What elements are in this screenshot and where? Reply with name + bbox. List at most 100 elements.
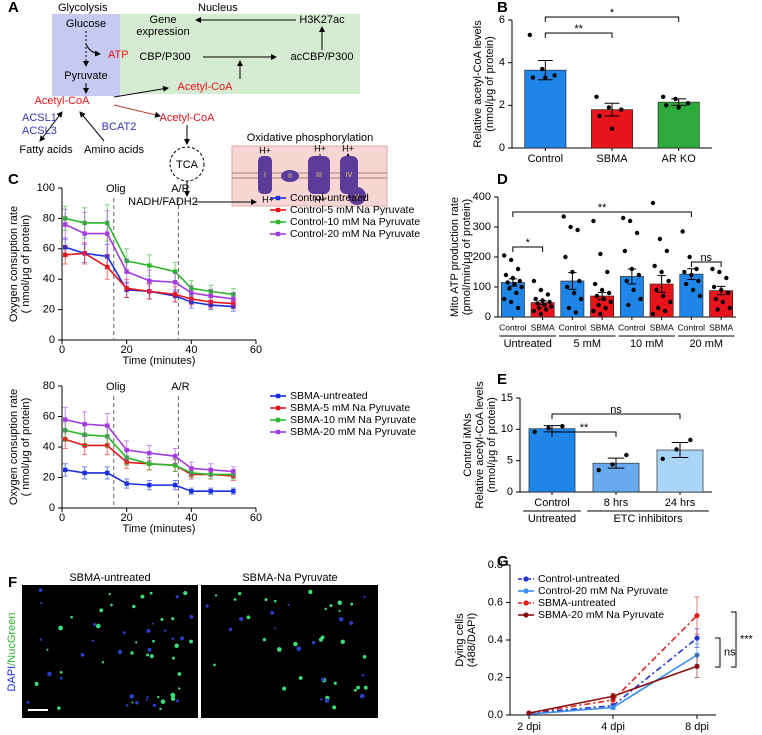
y-tick-label: 0 [49, 502, 55, 514]
cell-dot [59, 676, 63, 680]
y-tick-label: 2 [499, 99, 505, 111]
data-point [659, 269, 664, 275]
cell-dot [110, 603, 113, 607]
data-point [546, 425, 551, 431]
legend-label: SBMA-20 mM Na Pyruvate [290, 426, 416, 438]
cell-dot [270, 611, 275, 615]
point-marker [189, 489, 194, 494]
y-tick-label: 100 [473, 281, 491, 293]
data-point [598, 251, 603, 257]
cell-dot [171, 656, 175, 660]
diagram-label: IV [346, 172, 353, 179]
data-point [594, 94, 599, 100]
cell-dot [135, 641, 138, 644]
diagram-label: NADH/FADH2 [128, 196, 198, 208]
significance-bracket [551, 431, 617, 437]
data-point [538, 287, 544, 293]
point-marker [275, 429, 281, 435]
data-point [606, 290, 612, 296]
diagram-label: Acetyl-CoA [34, 95, 90, 107]
data-point [535, 301, 540, 306]
legend-label: Control-10 mM Na Pyruvate [290, 216, 420, 228]
legend-label: Control-untreated [538, 573, 620, 585]
x-tick-label: Control [678, 322, 706, 332]
point-marker [523, 588, 529, 594]
cell-dot [57, 706, 61, 710]
data-point [685, 101, 691, 106]
bar [524, 69, 567, 149]
y-axis-label: (nmol/μg of protein) [486, 397, 498, 493]
cell-dot [287, 603, 290, 606]
error-bar [671, 441, 689, 459]
image-frame [201, 585, 378, 718]
y-axis-label: (nmol/μg of protein) [484, 36, 496, 132]
cell-dot [175, 595, 179, 599]
reference-label: A/R [171, 183, 189, 195]
cell-dot [40, 602, 43, 605]
y-tick-label: 60 [43, 243, 55, 255]
error-bar [538, 300, 547, 305]
data-point [660, 456, 665, 461]
point-marker [523, 600, 529, 606]
cell-dot [140, 594, 145, 599]
data-point [655, 305, 661, 311]
cell-dot [34, 681, 39, 686]
cell-dot [146, 653, 150, 657]
cell-dot [174, 643, 179, 649]
cell-dot [95, 623, 101, 629]
diagram-label: ACSL3 [22, 125, 57, 137]
data-point [505, 280, 510, 285]
point-marker [694, 635, 700, 641]
point-marker [231, 296, 236, 302]
point-marker [208, 467, 213, 473]
error-bar [508, 278, 518, 287]
data-point [603, 305, 608, 311]
data-point [610, 462, 615, 467]
data-point [515, 266, 521, 272]
cell-dot [324, 607, 327, 611]
cell-dot [320, 635, 325, 640]
data-point [552, 73, 557, 78]
data-point [591, 218, 596, 224]
diagram-label: H3K27ac [299, 14, 345, 26]
cell-dot [262, 637, 267, 642]
data-point [578, 296, 584, 302]
cell-dot [149, 654, 154, 659]
cell-dot [171, 617, 175, 621]
point-marker [231, 469, 236, 474]
legend-label: SBMA-20 mM Na Pyruvate [538, 609, 664, 621]
data-point [568, 224, 573, 230]
y-axis-label: ( nmol/μg of protein) [20, 215, 32, 314]
cell-dot [178, 687, 181, 690]
data-point [680, 229, 685, 234]
y-axis-label: Dying cells [454, 613, 466, 667]
data-point [596, 467, 601, 473]
x-tick-label: Control [528, 153, 563, 165]
y-tick-label: 60 [43, 410, 55, 422]
cell-dot [26, 700, 30, 704]
diagram-label: ACSL1 [22, 112, 57, 124]
data-point [727, 305, 733, 311]
legend-label: SBMA-10 mM Na Pyruvate [290, 414, 416, 426]
group-label: 5 mM [574, 338, 602, 350]
y-axis-label: Relative acetyl-CoA levels [474, 381, 486, 509]
point-marker [82, 470, 87, 476]
cell-dot [171, 637, 175, 640]
significance-bracket [512, 211, 692, 217]
diagram-label: Glycolysis [58, 2, 108, 14]
x-tick-label: Control [534, 497, 569, 509]
y-tick-label: 40 [43, 441, 55, 453]
cell-dot [349, 621, 354, 625]
diagram-label: H+ [314, 143, 326, 153]
group-label: Untreated [528, 513, 576, 525]
cell-dot [93, 623, 97, 627]
data-point [717, 269, 722, 275]
cell-dot [189, 639, 193, 644]
cell-dot [122, 631, 126, 635]
point-marker [275, 219, 281, 225]
cell-dot [59, 670, 63, 674]
diagram-label: II [288, 173, 292, 180]
data-point [666, 278, 671, 284]
reference-label: A/R [171, 381, 189, 393]
